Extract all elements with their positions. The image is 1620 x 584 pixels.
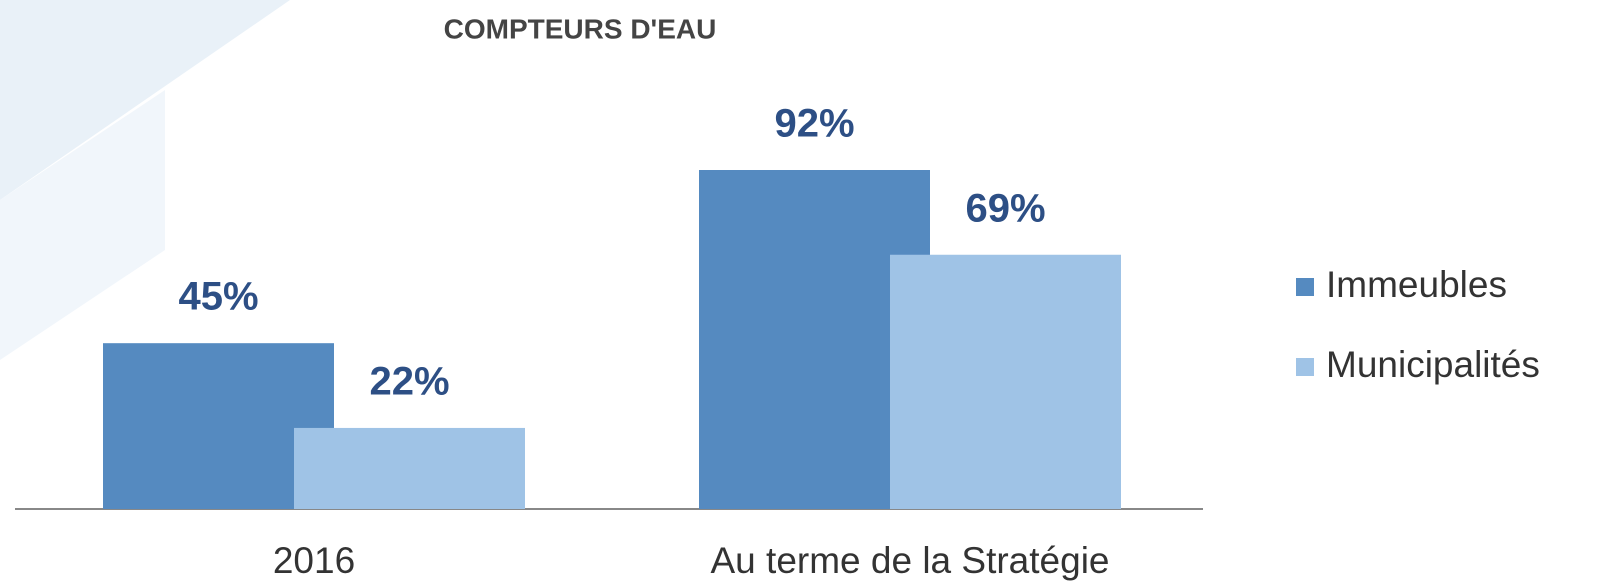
value-label: 69% (965, 186, 1045, 230)
bar (294, 427, 525, 509)
chart-title: COMPTEURS D'EAU (444, 13, 717, 44)
value-label: 92% (774, 102, 854, 146)
x-tick-label: 2016 (273, 540, 355, 581)
legend-swatch (1296, 358, 1314, 376)
background-shape (0, 0, 290, 200)
background-shape (0, 90, 165, 360)
value-label: 22% (369, 359, 449, 403)
bar (890, 254, 1121, 509)
legend-label: Immeubles (1326, 264, 1507, 305)
value-label: 45% (178, 275, 258, 319)
legend-label: Municipalités (1326, 344, 1540, 385)
legend-swatch (1296, 278, 1314, 296)
x-tick-label: Au terme de la Stratégie (711, 540, 1110, 581)
